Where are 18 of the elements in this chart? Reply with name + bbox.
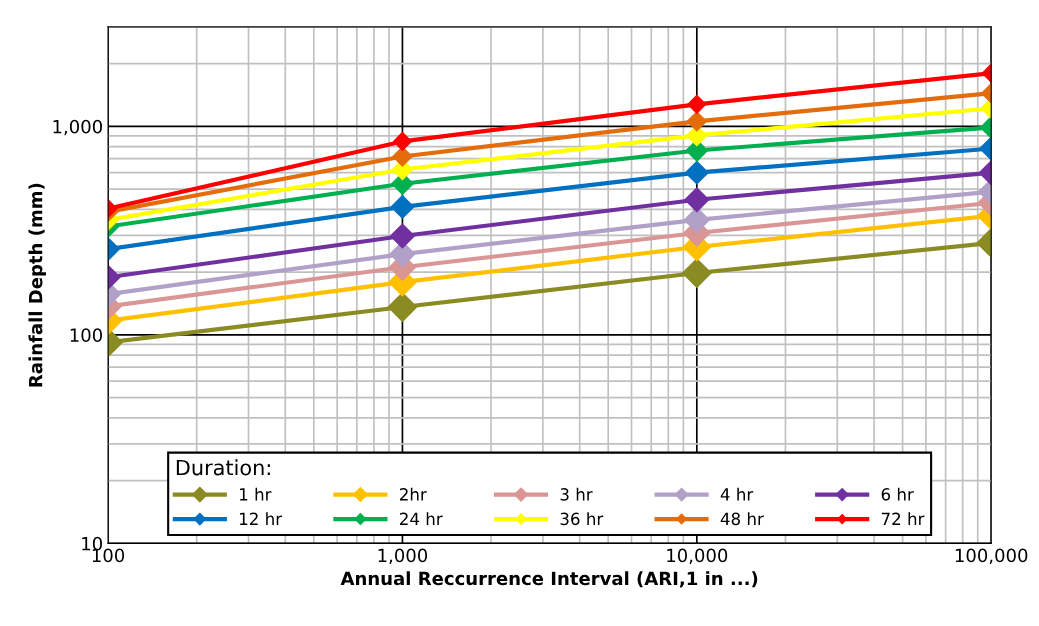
legend-title: Duration: bbox=[176, 459, 270, 476]
x-axis-title: Annual Reccurrence Interval (ARI,1 in ...) bbox=[340, 571, 758, 588]
x-tick-label: 10,000 bbox=[667, 548, 728, 565]
legend-label: 24 hr bbox=[399, 512, 443, 525]
y-tick-label: 100 bbox=[70, 328, 102, 342]
legend-label: 2hr bbox=[399, 487, 427, 501]
x-tick-label: 1,000 bbox=[378, 548, 428, 565]
legend-label: 1 hr bbox=[240, 487, 272, 501]
legend-label: 48 hr bbox=[720, 512, 764, 526]
x-tick-label: 100,000 bbox=[955, 548, 1028, 565]
legend-label: 36 hr bbox=[560, 512, 604, 526]
legend-label: 12 hr bbox=[240, 512, 283, 525]
legend-label: 6 hr bbox=[881, 487, 914, 501]
y-axis-title: Rainfall Depth (mm) bbox=[28, 183, 46, 387]
legend-label: 3 hr bbox=[560, 487, 593, 501]
legend-label: 4 hr bbox=[720, 487, 754, 501]
y-tick-label: 1,000 bbox=[53, 119, 102, 136]
legend-label: 72 hr bbox=[881, 512, 925, 525]
